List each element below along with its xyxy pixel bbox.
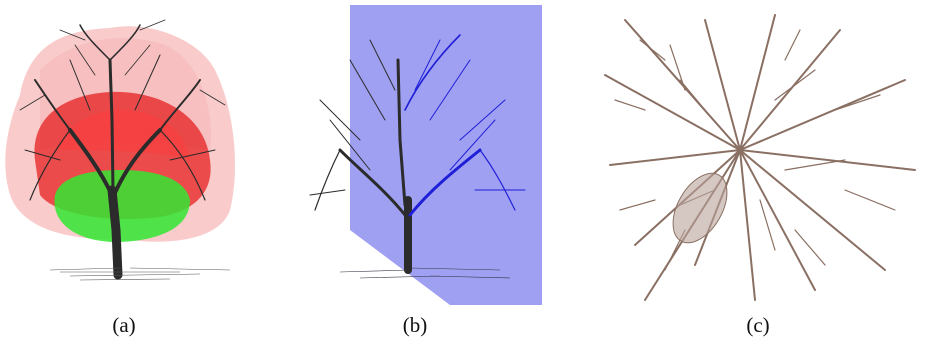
panel-a-figure — [5, 19, 235, 281]
caption-a: (a) — [112, 313, 136, 337]
panel-b-tree-with-plane — [300, 0, 550, 310]
caption-b: (b) — [402, 313, 428, 337]
panel-a-tree-with-hulls — [0, 0, 250, 310]
panel-b-figure — [309, 5, 542, 305]
tree-branches-right — [404, 34, 526, 217]
ground-shadow — [49, 267, 231, 281]
tree-branches-left — [309, 39, 412, 274]
panel-c-branch-skeleton — [585, 0, 925, 310]
skeleton-branches — [604, 14, 916, 301]
core-hull — [54, 170, 190, 243]
hatched-region — [672, 172, 728, 244]
panel-c-figure — [604, 14, 916, 301]
caption-c: (c) — [746, 313, 770, 337]
tree-branches — [19, 19, 226, 280]
ground-shadow — [339, 267, 511, 279]
